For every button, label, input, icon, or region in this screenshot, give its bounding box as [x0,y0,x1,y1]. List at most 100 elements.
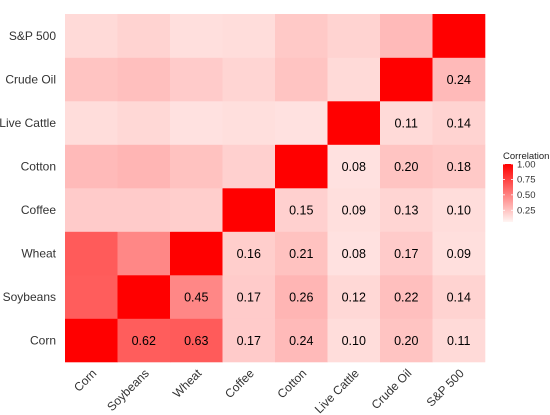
legend-title: Correlation [503,151,549,162]
heatmap-cell-cotton-crude-oil [275,57,328,102]
heatmap-cell-coffee-wheat [222,231,276,276]
heatmap-cell-soybeans-corn [117,318,171,363]
heatmap-cell-soybeans-soybeans [117,275,171,319]
heatmap-cell-sandp-500-live-cattle [432,101,486,145]
cell-value-cotton-coffee: 0.15 [289,203,313,217]
y-tick-label-cotton: Cotton [21,159,56,173]
legend-tick-label: 0.50 [517,190,536,201]
cell-value-live-cattle-coffee: 0.09 [342,203,366,217]
cell-value-wheat-soybeans: 0.45 [184,290,208,304]
cell-value-crude-oil-soybeans: 0.22 [394,290,418,304]
cell-value-crude-oil-coffee: 0.13 [394,203,418,217]
heatmap-cell-soybeans-crude-oil [117,57,171,102]
heatmap-cell-wheat-live-cattle [170,101,223,145]
cell-value-coffee-corn: 0.17 [237,334,261,348]
y-axis: Corn Soybeans Wheat Coffee Cotton Live Cattle… [0,29,57,348]
heatmap-cell-corn-cotton [65,144,118,189]
heatmap-cell-coffee-live-cattle [222,101,276,145]
heatmap-cells [65,14,486,363]
heatmap-cell-live-cattle-wheat [327,231,381,276]
cell-value-sandp-500-soybeans: 0.14 [447,290,471,304]
heatmap-cell-wheat-sandp-500 [170,14,223,58]
heatmap-cell-sandp-500-cotton [432,144,486,189]
cell-value-coffee-wheat: 0.16 [237,247,261,261]
heatmap-cell-coffee-cotton [222,144,276,189]
y-tick-label-corn: Corn [30,333,56,347]
heatmap-cell-soybeans-live-cattle [117,101,171,145]
heatmap-cell-cotton-coffee [275,188,328,232]
heatmap-cell-crude-oil-coffee [380,188,433,232]
heatmap-cell-soybeans-wheat [117,231,171,276]
cell-value-labels: 0.62 0.63 0.17 0.24 0.10 0.20 0.11 0.45 0.17 0.26… [132,73,471,348]
legend-ticks: 1.00 0.75 0.50 0.25 [503,159,536,217]
heatmap-cell-live-cattle-live-cattle [327,101,381,145]
heatmap-cell-corn-corn [65,318,118,363]
cell-value-sandp-500-coffee: 0.10 [447,203,471,217]
heatmap-cell-crude-oil-sandp-500 [380,14,433,58]
heatmap-cell-coffee-coffee [222,188,276,232]
heatmap-cell-corn-sandp-500 [65,14,118,58]
heatmap-cell-sandp-500-crude-oil [432,57,486,102]
heatmap-cell-coffee-soybeans [222,275,276,319]
heatmap-cell-cotton-soybeans [275,275,328,319]
y-tick-label-crude-oil: Crude Oil [5,72,56,86]
heatmap-cell-wheat-coffee [170,188,223,232]
y-tick-label-coffee: Coffee [21,203,56,217]
heatmap-cell-cotton-cotton [275,144,328,189]
heatmap-cell-soybeans-coffee [117,188,171,232]
x-tick-label-coffee: Coffee [222,366,257,401]
y-tick-label-live-cattle: Live Cattle [0,116,56,130]
heatmap-cell-cotton-sandp-500 [275,14,328,58]
cell-value-live-cattle-wheat: 0.08 [342,247,366,261]
heatmap-cell-cotton-wheat [275,231,328,276]
heatmap-cell-corn-soybeans [65,275,118,319]
heatmap-cell-crude-oil-crude-oil [380,57,433,102]
heatmap-cell-live-cattle-corn [327,318,381,363]
y-tick-label-soybeans: Soybeans [3,290,56,304]
legend-colorbar [503,164,513,222]
heatmap-cell-wheat-corn [170,318,223,363]
cell-value-cotton-corn: 0.24 [289,334,313,348]
heatmap-cell-live-cattle-cotton [327,144,381,189]
x-axis: Corn Soybeans Wheat Coffee Cotton Live Cattle… [71,366,467,415]
legend-tick-label: 1.00 [517,159,536,170]
cell-value-live-cattle-soybeans: 0.12 [342,290,366,304]
cell-value-sandp-500-wheat: 0.09 [447,247,471,261]
x-tick-label-live-cattle: Live Cattle [312,366,362,415]
heatmap-cell-soybeans-cotton [117,144,171,189]
heatmap-cell-crude-oil-corn [380,318,433,363]
cell-value-soybeans-corn: 0.62 [132,334,156,348]
heatmap-cell-coffee-corn [222,318,276,363]
heatmap-cell-wheat-cotton [170,144,223,189]
cell-value-sandp-500-corn: 0.11 [447,334,470,348]
legend-tick-label: 0.75 [517,175,536,186]
y-tick-label-wheat: Wheat [21,246,56,260]
x-tick-label-corn: Corn [71,366,99,394]
x-tick-label-sandp-500: S&P 500 [424,366,467,409]
cell-value-cotton-wheat: 0.21 [289,247,313,261]
cell-value-wheat-corn: 0.63 [184,334,208,348]
cell-value-crude-oil-corn: 0.20 [394,334,418,348]
heatmap-cell-live-cattle-soybeans [327,275,381,319]
cell-value-sandp-500-live-cattle: 0.14 [447,116,471,130]
heatmap-cell-corn-wheat [65,231,118,276]
heatmap-cell-live-cattle-coffee [327,188,381,232]
heatmap-cell-wheat-wheat [170,231,223,276]
x-tick-label-cotton: Cotton [274,366,309,401]
legend-tick-label: 0.25 [517,206,536,217]
x-tick-label-soybeans: Soybeans [104,366,152,414]
heatmap-cell-crude-oil-wheat [380,231,433,276]
cell-value-live-cattle-corn: 0.10 [342,334,366,348]
heatmap-cell-live-cattle-sandp-500 [327,14,381,58]
heatmap-cell-coffee-sandp-500 [222,14,276,58]
x-tick-label-crude-oil: Crude Oil [369,366,415,412]
cell-value-sandp-500-cotton: 0.18 [447,160,471,174]
cell-value-crude-oil-cotton: 0.20 [394,160,418,174]
heatmap-cell-corn-live-cattle [65,101,118,145]
cell-value-crude-oil-live-cattle: 0.11 [395,116,418,130]
cell-value-cotton-soybeans: 0.26 [289,290,313,304]
heatmap-cell-live-cattle-crude-oil [327,57,381,102]
cell-value-live-cattle-cotton: 0.08 [342,160,366,174]
heatmap-cell-wheat-soybeans [170,275,223,319]
